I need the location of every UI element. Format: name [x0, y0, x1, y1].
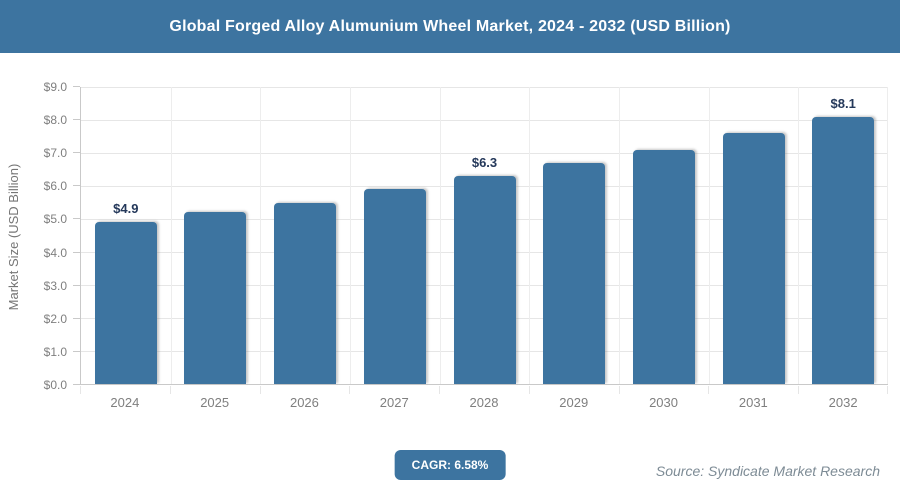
y-tick-label: $9.0: [43, 80, 67, 94]
vertical-gridline: [260, 87, 262, 384]
bar-2025: [184, 212, 247, 384]
bar-value-label: $8.1: [830, 95, 856, 111]
bar-value-label: $6.3: [471, 155, 498, 171]
vertical-gridline: [529, 87, 531, 384]
x-tick-label: 2027: [379, 395, 409, 410]
y-tick-label: $7.0: [43, 146, 67, 161]
y-tick-label: $6.0: [43, 179, 67, 194]
vertical-gridline: [798, 87, 800, 384]
y-tick-mark: [73, 317, 80, 319]
vertical-gridline: [349, 87, 351, 384]
y-tick-label: $1.0: [43, 344, 67, 359]
y-tick-mark: [73, 86, 80, 87]
x-tick-label: 2032: [828, 395, 858, 410]
x-tick-label: 2029: [559, 395, 589, 410]
y-tick-mark: [73, 384, 80, 385]
x-tick-mark: [349, 386, 351, 394]
y-tick-mark: [73, 185, 80, 187]
bar-2028: [453, 176, 516, 384]
vertical-gridline: [708, 87, 710, 384]
vertical-gridline: [439, 87, 441, 384]
bar-2029: [543, 162, 606, 384]
cagr-badge: CAGR: 6.58%: [394, 450, 506, 480]
x-tick-label: 2028: [469, 395, 499, 410]
y-tick-mark: [73, 251, 80, 253]
chart-title-bar: Global Forged Alloy Alumunium Wheel Mark…: [0, 0, 900, 53]
chart-title: Global Forged Alloy Alumunium Wheel Mark…: [169, 17, 731, 35]
x-tick-label: 2031: [738, 395, 768, 410]
x-tick-mark: [528, 386, 530, 394]
bar-value-label: $4.9: [113, 201, 139, 217]
y-tick-label: $4.0: [43, 245, 67, 260]
horizontal-gridline: [81, 87, 888, 88]
x-tick-mark: [798, 386, 800, 394]
vertical-gridline: [618, 87, 620, 384]
y-tick-mark: [73, 284, 80, 286]
x-tick-mark: [80, 386, 81, 394]
y-tick-mark: [73, 119, 80, 121]
horizontal-gridline: [81, 120, 888, 122]
vertical-gridline: [170, 87, 172, 384]
x-tick-mark: [618, 386, 620, 394]
bar-2026: [274, 202, 337, 384]
y-tick-label: $8.0: [43, 113, 67, 128]
x-tick-mark: [259, 386, 261, 394]
bar-2031: [722, 133, 785, 384]
bar-2027: [363, 189, 426, 384]
x-tick-label: 2030: [649, 395, 678, 410]
plot-area: $4.9 $6.3 $8.1: [80, 87, 888, 385]
y-axis: $0.0 $1.0 $2.0 $3.0 $4.0 $5.0 $6.0 $7.0 $8.0 $9.0: [0, 80, 80, 392]
y-tick-label: $5.0: [43, 212, 67, 227]
y-tick-label: $2.0: [43, 311, 67, 326]
y-tick-label: $0.0: [43, 378, 67, 392]
y-tick-label: $3.0: [43, 278, 67, 293]
x-tick-mark: [169, 386, 171, 394]
x-tick-mark: [708, 386, 710, 394]
horizontal-gridline: [81, 153, 888, 154]
vertical-gridline: [887, 87, 888, 384]
y-tick-mark: [73, 218, 80, 220]
x-tick-label: 2024: [110, 395, 140, 410]
y-tick-mark: [73, 350, 80, 352]
source-text: Source: Syndicate Market Research: [655, 463, 880, 479]
x-tick-label: 2025: [200, 395, 230, 410]
bar-2030: [632, 149, 695, 384]
y-tick-mark: [73, 152, 80, 154]
x-tick-mark: [887, 386, 888, 394]
x-tick-label: 2026: [289, 395, 319, 410]
bar-2032: [812, 116, 875, 384]
x-tick-mark: [439, 386, 441, 394]
x-axis: 2024 2025 2026 2027 2028 2029 2030 2031 2032: [80, 386, 888, 416]
bar-2024: [94, 222, 157, 384]
